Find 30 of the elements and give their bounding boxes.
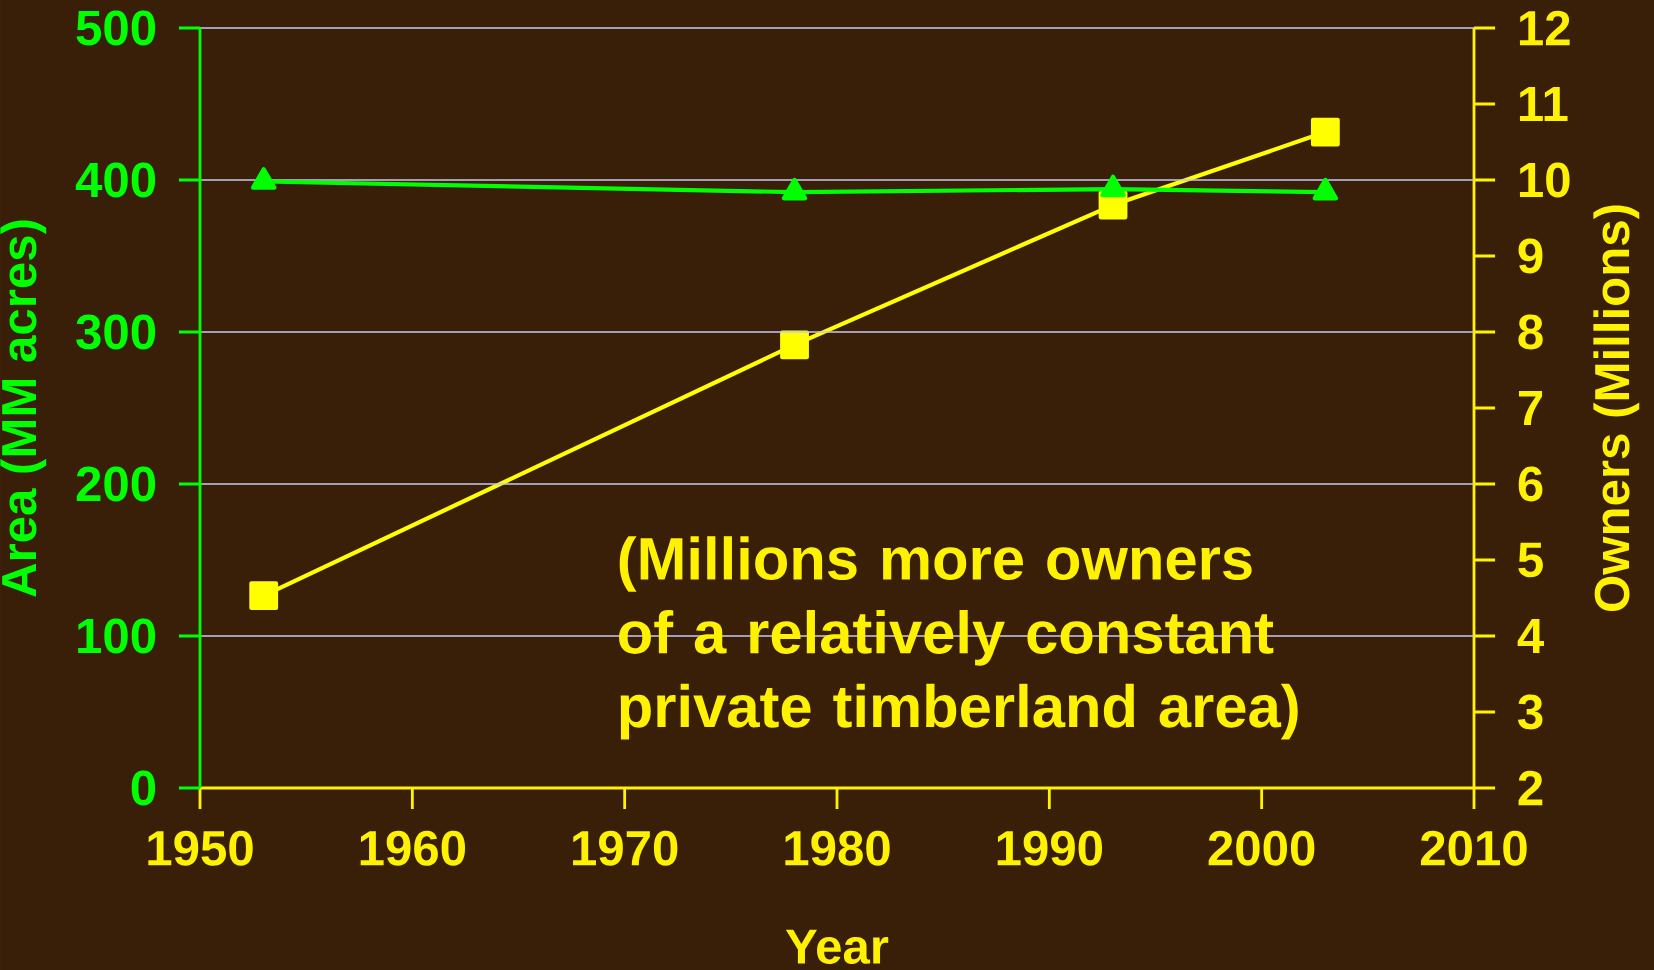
y-tick-label: 500 <box>76 10 156 46</box>
y2-tick-label: 10 <box>1519 162 1570 198</box>
y-tick-label: 100 <box>78 618 156 654</box>
y2-axis-title: Owners (Millions) <box>1593 205 1640 611</box>
x-tick-label: 1990 <box>997 830 1103 866</box>
y2-tick-label: 11 <box>1519 87 1568 121</box>
point <box>780 330 809 360</box>
y-tick-label: 400 <box>75 162 156 198</box>
y-tick-label: 300 <box>76 314 156 350</box>
y2-tick-label: 9 <box>1518 238 1543 274</box>
y2-tick-label: 5 <box>1518 542 1543 578</box>
x-tick-label: 1970 <box>573 830 678 866</box>
y2-tick-label: 4 <box>1517 619 1544 653</box>
y2-tick-label: 2 <box>1518 770 1543 806</box>
x-tick-label: 1960 <box>360 830 466 866</box>
y2-tick-label: 3 <box>1517 694 1543 730</box>
point <box>1310 117 1340 147</box>
y2-tick-label: 7 <box>1518 391 1543 425</box>
y2-tick-label: 12 <box>1519 10 1570 46</box>
x-tick-label: 2010 <box>1420 830 1527 866</box>
y2-tick-label: 8 <box>1518 314 1543 350</box>
point <box>249 581 279 611</box>
x-axis-title: Year <box>785 929 889 965</box>
x-tick-label: 1950 <box>148 830 253 866</box>
y2-tick-label: 6 <box>1518 466 1543 502</box>
x-tick-label: 2000 <box>1208 830 1315 866</box>
y-tick-label: 0 <box>131 770 156 806</box>
x-tick-label: 1980 <box>785 830 890 866</box>
y-axis-title: Area (MM acres) <box>0 220 47 597</box>
y-tick-label: 200 <box>76 466 156 502</box>
